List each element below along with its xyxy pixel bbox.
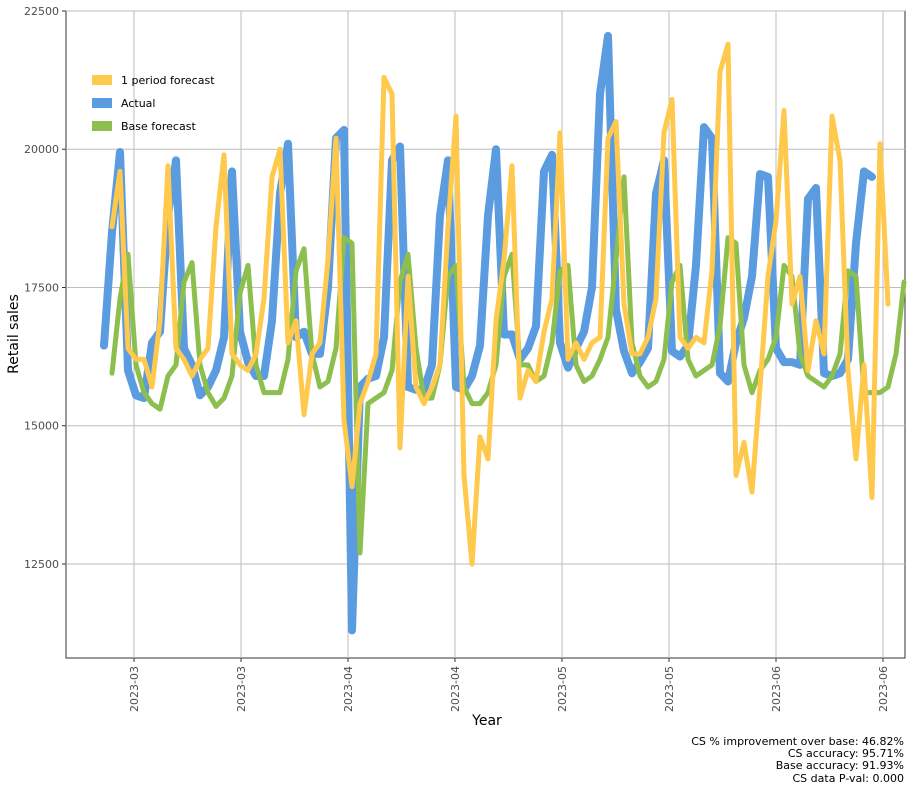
y-tick-label: 12500 [24,558,59,571]
legend-key-actual [92,98,112,108]
y-axis-title: Retail sales [6,294,22,374]
y-axis: 12500 15000 17500 20000 22500 [24,5,66,571]
series-layer [100,31,907,635]
y-tick-label: 22500 [24,5,59,18]
legend-key-base-forecast [92,121,112,131]
legend-key-1-period-forecast [92,75,112,85]
x-tick-label: 2023-06 [877,666,890,712]
x-tick-label: 2023-06 [770,666,783,712]
legend: 1 period forecast Actual Base forecast [92,74,215,133]
x-tick-label: 2023-05 [556,666,569,712]
series-line-base-forecast [109,174,907,556]
y-tick-label: 15000 [24,420,59,433]
x-axis-title: Year [471,713,502,729]
x-tick-label: 2023-04 [449,666,462,712]
stat-cs-accuracy: CS accuracy: 95.71% [788,747,904,760]
y-tick-label: 20000 [24,143,59,156]
x-tick-label: 2023-04 [342,666,355,712]
series-line-actual [100,31,876,635]
x-axis: 2023-03 2023-03 2023-04 2023-04 2023-05 2023-… [128,658,890,712]
stat-improvement: CS % improvement over base: 46.82% [691,735,904,748]
y-tick-label: 17500 [24,281,59,294]
legend-label: 1 period forecast [121,74,215,87]
stats-annotation: CS % improvement over base: 46.82% CS ac… [691,735,904,785]
stat-base-accuracy: Base accuracy: 91.93% [776,759,904,772]
x-tick-label: 2023-03 [235,666,248,712]
legend-label: Base forecast [121,120,196,133]
stat-pval: CS data P-val: 0.000 [793,772,905,785]
series-line-1-period-forecast [109,41,891,567]
x-tick-label: 2023-05 [663,666,676,712]
x-tick-label: 2023-03 [128,666,141,712]
legend-label: Actual [121,97,155,110]
